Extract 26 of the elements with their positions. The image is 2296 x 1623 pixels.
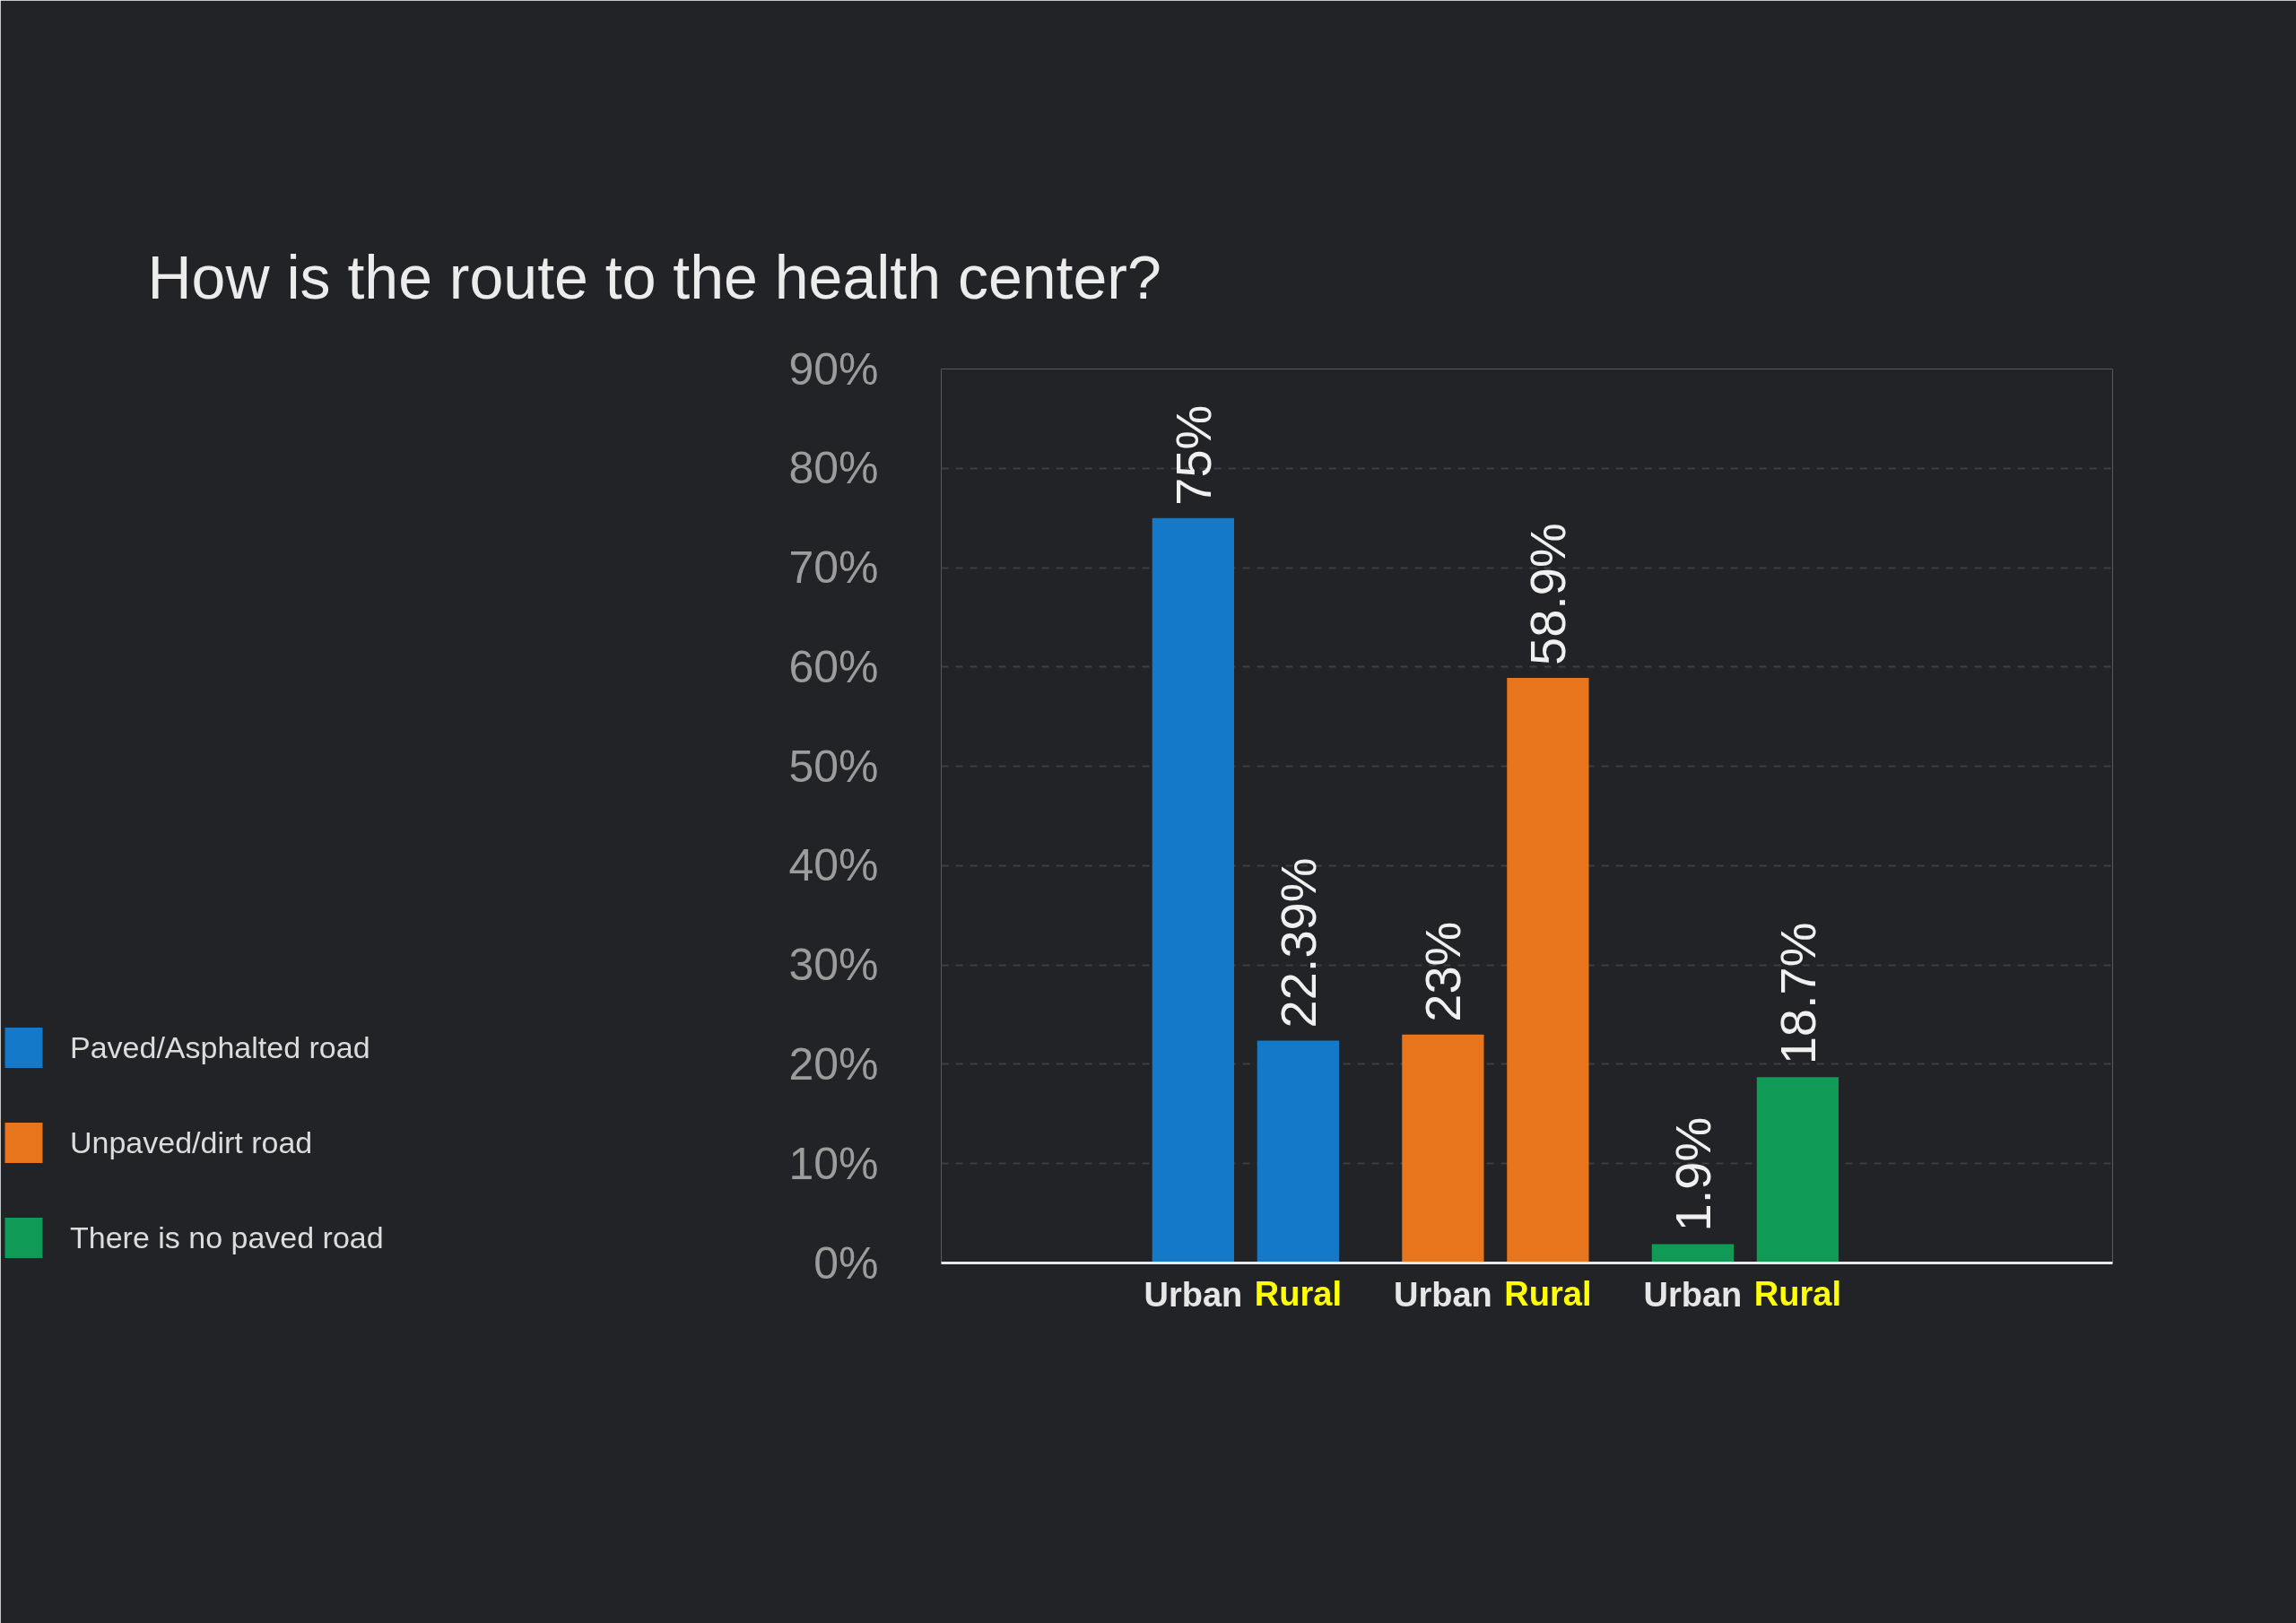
chart-title: How is the route to the health center? [147,242,1161,311]
x-tick-label: Urban [1144,1275,1243,1314]
y-tick-label: 70% [788,542,879,594]
x-tick-label: Rural [1254,1274,1342,1313]
y-tick-label: 30% [788,940,879,991]
y-tick-label: 20% [788,1038,879,1089]
y-tick-label: 40% [788,840,879,891]
legend-label: Unpaved/dirt road [70,1124,313,1160]
data-label: 23% [1414,921,1472,1022]
data-label: 18.7% [1769,922,1826,1065]
data-label: 58.9% [1519,523,1577,666]
y-tick-label: 80% [788,443,879,494]
y-tick-label: 60% [788,641,879,692]
x-tick-label: Rural [1753,1274,1841,1313]
y-tick-label: 0% [813,1237,879,1289]
x-tick-label: Rural [1504,1274,1592,1313]
data-label: 75% [1164,404,1222,506]
y-tick-label: 90% [788,343,879,395]
legend-label: There is no paved road [70,1219,384,1255]
x-tick-label: Urban [1393,1275,1492,1314]
legend-label: Paved/Asphalted road [70,1029,370,1065]
data-label: 1.9% [1664,1116,1721,1232]
y-tick-label: 50% [788,741,879,792]
data-label: 22.39% [1269,857,1326,1028]
y-tick-label: 10% [788,1138,879,1189]
x-tick-label: Urban [1643,1275,1743,1314]
